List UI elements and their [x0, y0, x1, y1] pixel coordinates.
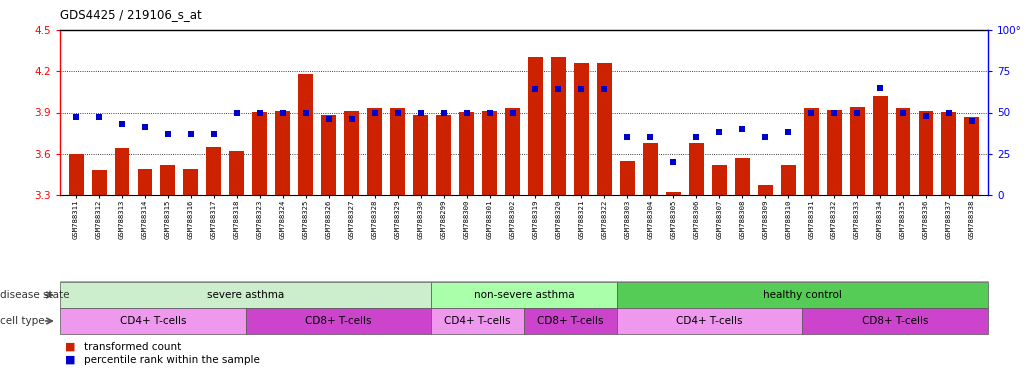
Point: [91, 114, 107, 121]
Point: [505, 109, 521, 116]
Point: [780, 129, 796, 136]
Bar: [620, 161, 634, 195]
Bar: [390, 108, 405, 195]
Bar: [138, 169, 152, 195]
Bar: [321, 115, 336, 195]
Bar: [850, 107, 864, 195]
Bar: [114, 148, 130, 195]
Bar: [758, 185, 772, 195]
Bar: [92, 170, 106, 195]
Text: non-severe asthma: non-severe asthma: [474, 290, 575, 300]
Point: [964, 118, 981, 124]
Text: CD8+ T-cells: CD8+ T-cells: [305, 316, 372, 326]
Bar: [643, 143, 658, 195]
Text: CD8+ T-cells: CD8+ T-cells: [862, 316, 928, 326]
Bar: [712, 165, 727, 195]
Bar: [368, 108, 382, 195]
Bar: [781, 165, 795, 195]
Point: [229, 109, 245, 116]
Point: [251, 109, 268, 116]
Point: [918, 113, 934, 119]
Point: [412, 109, 428, 116]
Bar: [69, 154, 83, 195]
Bar: [551, 58, 565, 195]
Point: [527, 86, 544, 93]
Bar: [436, 115, 451, 195]
Bar: [574, 63, 589, 195]
Point: [642, 134, 658, 140]
Point: [389, 109, 406, 116]
Bar: [872, 96, 888, 195]
Bar: [230, 151, 244, 195]
Bar: [206, 147, 221, 195]
Point: [895, 109, 912, 116]
Bar: [803, 108, 819, 195]
Bar: [459, 113, 474, 195]
Bar: [597, 63, 612, 195]
Bar: [734, 158, 750, 195]
Bar: [252, 113, 268, 195]
Point: [436, 109, 452, 116]
Point: [826, 109, 843, 116]
Text: ■: ■: [65, 355, 75, 365]
Point: [137, 124, 153, 131]
Point: [734, 126, 751, 132]
Point: [481, 109, 497, 116]
Bar: [161, 165, 175, 195]
Bar: [482, 111, 497, 195]
Point: [688, 134, 705, 140]
Bar: [941, 113, 957, 195]
Bar: [413, 115, 428, 195]
Bar: [505, 108, 520, 195]
Bar: [275, 111, 290, 195]
Point: [206, 131, 222, 137]
Point: [940, 109, 957, 116]
Text: healthy control: healthy control: [763, 290, 842, 300]
Point: [757, 134, 774, 140]
Point: [320, 116, 337, 122]
Text: GDS4425 / 219106_s_at: GDS4425 / 219106_s_at: [60, 8, 202, 21]
Text: disease state: disease state: [0, 290, 69, 300]
Bar: [183, 169, 199, 195]
Bar: [827, 110, 842, 195]
Bar: [919, 111, 933, 195]
Text: transformed count: transformed count: [83, 342, 181, 352]
Point: [711, 129, 727, 136]
Bar: [344, 111, 359, 195]
Text: CD4+ T-cells: CD4+ T-cells: [677, 316, 743, 326]
Point: [665, 159, 682, 165]
Text: CD8+ T-cells: CD8+ T-cells: [538, 316, 604, 326]
Bar: [299, 74, 313, 195]
Bar: [964, 117, 980, 195]
Point: [596, 86, 613, 93]
Bar: [665, 192, 681, 195]
Point: [849, 109, 865, 116]
Point: [182, 131, 199, 137]
Point: [113, 121, 130, 127]
Point: [619, 134, 636, 140]
Point: [367, 109, 383, 116]
Point: [871, 85, 888, 91]
Bar: [528, 58, 543, 195]
Bar: [895, 108, 911, 195]
Text: severe asthma: severe asthma: [207, 290, 284, 300]
Text: percentile rank within the sample: percentile rank within the sample: [83, 355, 260, 365]
Point: [550, 86, 566, 93]
Point: [160, 131, 176, 137]
Text: CD4+ T-cells: CD4+ T-cells: [444, 316, 511, 326]
Point: [343, 116, 359, 122]
Text: cell type: cell type: [0, 316, 44, 326]
Bar: [689, 143, 703, 195]
Point: [68, 114, 84, 121]
Point: [458, 109, 475, 116]
Point: [298, 109, 314, 116]
Text: ■: ■: [65, 342, 75, 352]
Point: [573, 86, 589, 93]
Point: [275, 109, 291, 116]
Point: [803, 109, 820, 116]
Text: CD4+ T-cells: CD4+ T-cells: [119, 316, 186, 326]
